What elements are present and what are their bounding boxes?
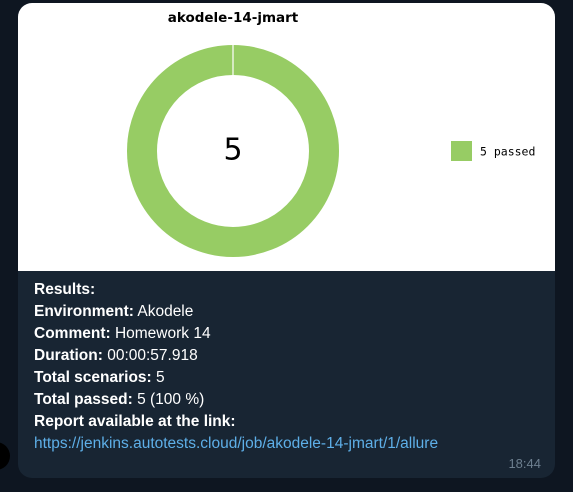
scenarios-label: Total scenarios: [34, 369, 152, 386]
comment-label: Comment: [34, 325, 111, 342]
comment-value: Homework 14 [114, 325, 211, 342]
message-time: 18:44 [508, 456, 541, 471]
message-bubble: akodele-14-jmart 5 5 passed Results: Env… [18, 3, 555, 478]
legend-label: 5 passed [480, 145, 535, 159]
duration-value: 00:00:57.918 [107, 347, 198, 364]
legend-swatch [451, 141, 472, 161]
message-caption: Results: Environment: Akodele Comment: H… [34, 279, 438, 455]
donut-ring [127, 45, 339, 257]
environment-label: Environment: [34, 303, 134, 320]
avatar[interactable] [0, 442, 10, 470]
donut-center-label: 5 [223, 133, 242, 168]
scenarios-value: 5 [156, 369, 165, 386]
report-label: Report available at the link: [34, 413, 236, 430]
duration-label: Duration: [34, 347, 103, 364]
passed-value: 5 (100 %) [137, 391, 205, 408]
chart-legend: 5 passed [451, 141, 535, 161]
passed-label: Total passed: [34, 391, 133, 408]
donut-chart: akodele-14-jmart 5 5 passed [127, 10, 535, 257]
report-link[interactable]: https://jenkins.autotests.cloud/job/akod… [34, 435, 439, 452]
results-header: Results: [34, 281, 96, 298]
environment-value: Akodele [137, 303, 194, 320]
chart-image[interactable]: akodele-14-jmart 5 5 passed [18, 3, 555, 271]
chart-title: akodele-14-jmart [168, 10, 299, 26]
